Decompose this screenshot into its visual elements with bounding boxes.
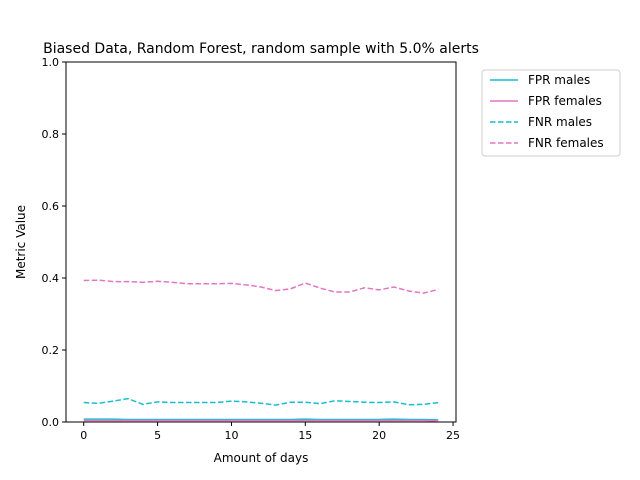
y-tick-label: 0.6 xyxy=(42,200,60,213)
x-tick-label: 20 xyxy=(372,429,386,442)
x-tick-label: 5 xyxy=(154,429,161,442)
x-tick-label: 10 xyxy=(224,429,238,442)
y-axis-label: Metric Value xyxy=(14,205,28,279)
x-tick-label: 25 xyxy=(446,429,460,442)
plot-frame xyxy=(65,61,457,423)
chart-title: Biased Data, Random Forest, random sampl… xyxy=(43,41,479,57)
plot-area xyxy=(65,61,457,423)
series-layer xyxy=(83,279,439,422)
series-line-fnr-females xyxy=(83,279,439,294)
legend: FPR males FPR females FNR males FNR females xyxy=(481,69,621,157)
x-tick-label: 15 xyxy=(298,429,312,442)
legend-label: FNR females xyxy=(528,136,604,150)
y-tick-label: 1.0 xyxy=(42,56,60,69)
legend-label: FPR females xyxy=(528,94,602,108)
y-tick-label: 0.0 xyxy=(42,416,60,429)
legend-label: FNR males xyxy=(528,115,592,129)
x-axis-label: Amount of days xyxy=(214,451,309,465)
x-axis: 0 5 10 15 20 25 xyxy=(80,422,460,442)
x-tick-label: 0 xyxy=(80,429,87,442)
legend-items: FPR males FPR females FNR males FNR females xyxy=(490,73,604,150)
y-tick-label: 0.8 xyxy=(42,128,60,141)
series-line-fpr-males xyxy=(83,418,439,421)
y-axis: 0.0 0.2 0.4 0.6 0.8 1.0 xyxy=(42,56,66,429)
legend-label: FPR males xyxy=(528,73,590,87)
y-tick-label: 0.2 xyxy=(42,344,60,357)
series-line-fnr-males xyxy=(83,397,439,406)
y-tick-label: 0.4 xyxy=(42,272,60,285)
legend-frame xyxy=(481,69,621,157)
